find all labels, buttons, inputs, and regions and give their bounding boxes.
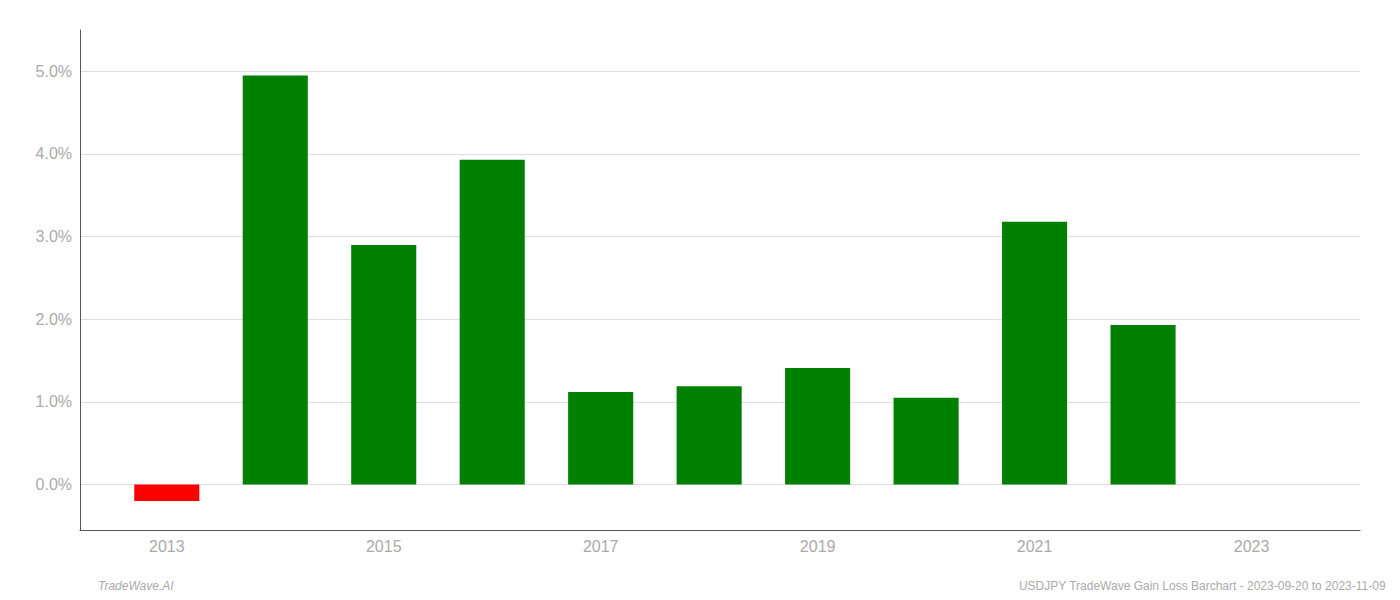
svg-text:2021: 2021 (1017, 538, 1053, 555)
svg-text:5.0%: 5.0% (36, 63, 72, 80)
svg-text:2015: 2015 (366, 538, 402, 555)
svg-text:2017: 2017 (583, 538, 619, 555)
svg-text:1.0%: 1.0% (36, 393, 72, 410)
svg-text:3.0%: 3.0% (36, 228, 72, 245)
svg-text:TradeWave.AI: TradeWave.AI (98, 579, 174, 593)
svg-text:2013: 2013 (149, 538, 185, 555)
svg-text:2.0%: 2.0% (36, 311, 72, 328)
svg-text:4.0%: 4.0% (36, 145, 72, 162)
svg-text:0.0%: 0.0% (36, 476, 72, 493)
svg-text:2019: 2019 (800, 538, 836, 555)
svg-text:USDJPY TradeWave Gain Loss Bar: USDJPY TradeWave Gain Loss Barchart - 20… (1019, 579, 1386, 593)
svg-text:2023: 2023 (1234, 538, 1270, 555)
